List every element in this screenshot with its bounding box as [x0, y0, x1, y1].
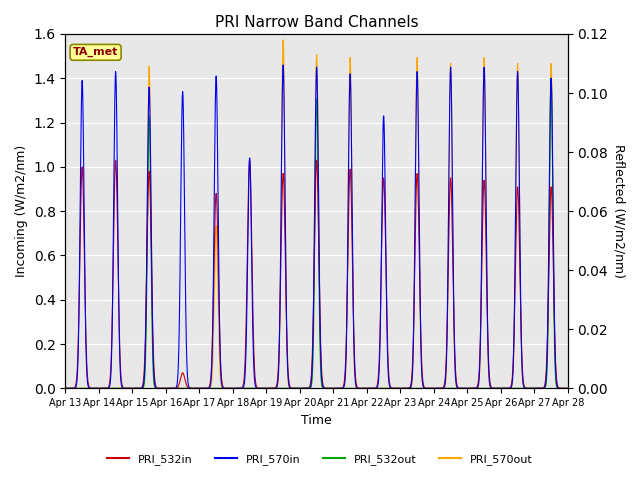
Y-axis label: Incoming (W/m2/nm): Incoming (W/m2/nm) [15, 145, 28, 277]
Text: TA_met: TA_met [73, 47, 118, 58]
Y-axis label: Reflected (W/m2/nm): Reflected (W/m2/nm) [612, 144, 625, 278]
X-axis label: Time: Time [301, 414, 332, 427]
Title: PRI Narrow Band Channels: PRI Narrow Band Channels [215, 15, 419, 30]
Legend: PRI_532in, PRI_570in, PRI_532out, PRI_570out: PRI_532in, PRI_570in, PRI_532out, PRI_57… [102, 450, 538, 469]
